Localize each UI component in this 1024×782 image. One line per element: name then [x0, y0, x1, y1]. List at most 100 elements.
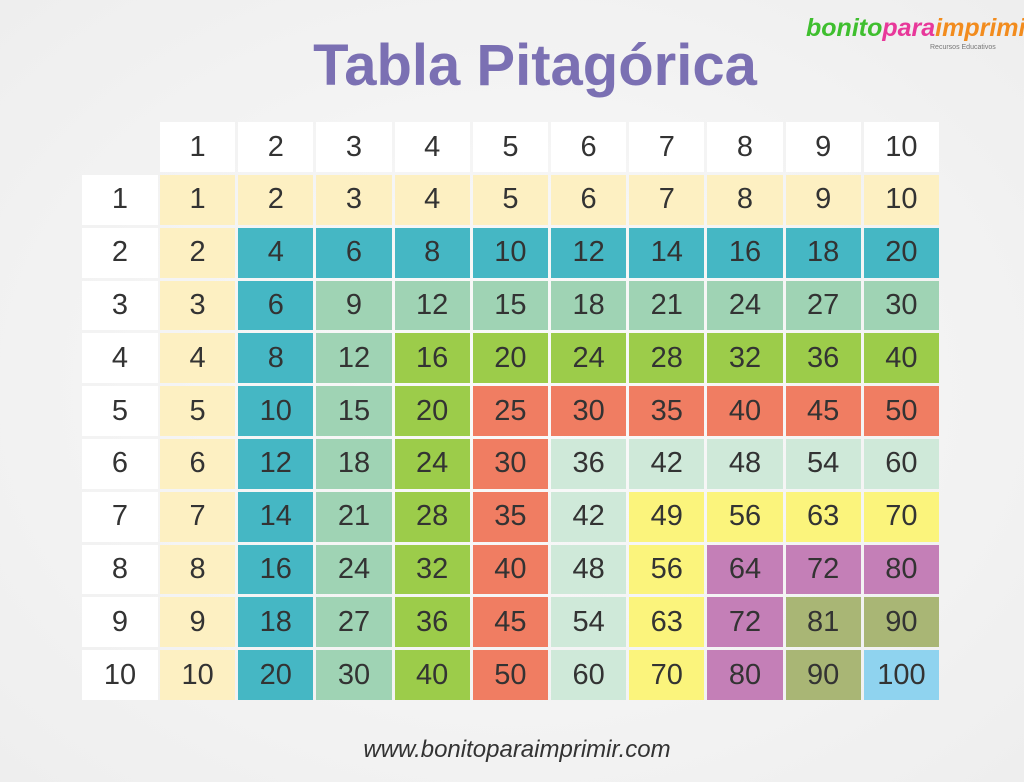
table-cell: 18 — [785, 227, 861, 278]
table-cell: 48 — [707, 439, 783, 489]
table-cell: 10 — [863, 175, 939, 225]
table-cell: 9 — [785, 175, 861, 225]
table-cell: 30 — [472, 439, 548, 489]
table-cell: 4 — [160, 333, 236, 384]
table-cell: 12 — [316, 333, 392, 384]
table-cell: 15 — [316, 386, 392, 436]
table-cell: 27 — [785, 280, 861, 331]
logo-part: bonito — [806, 14, 883, 42]
row-header: 7 — [82, 491, 158, 542]
table-cell: 28 — [629, 333, 705, 384]
table-cell: 6 — [238, 280, 314, 331]
table-cell: 48 — [551, 544, 627, 595]
table-cell: 4 — [238, 227, 314, 278]
table-cell: 18 — [551, 280, 627, 331]
table-cell: 20 — [472, 333, 548, 384]
table-cell: 12 — [394, 280, 470, 331]
title: Tabla Pitagórica — [313, 33, 757, 98]
table-cell: 30 — [551, 386, 627, 436]
table-cell: 54 — [551, 597, 627, 648]
table-cell: 45 — [785, 386, 861, 436]
column-header: 10 — [863, 122, 939, 172]
table-cell: 81 — [785, 597, 861, 648]
table-cell: 6 — [160, 439, 236, 489]
table-cell: 72 — [707, 597, 783, 648]
table-cell: 30 — [316, 650, 392, 700]
table-cell: 7 — [160, 491, 236, 542]
table-cell: 10 — [472, 227, 548, 278]
table-cell: 35 — [472, 491, 548, 542]
table-cell: 80 — [707, 650, 783, 700]
table-cell: 63 — [629, 597, 705, 648]
table-cell: 24 — [551, 333, 627, 384]
logo: bonitoparaimprimir — [806, 14, 1024, 43]
table-cell: 30 — [863, 280, 939, 331]
table-cell: 12 — [238, 439, 314, 489]
table-cell: 3 — [160, 280, 236, 331]
column-header: 2 — [238, 122, 314, 172]
table-cell: 90 — [863, 597, 939, 648]
table-cell: 36 — [785, 333, 861, 384]
table-cell: 8 — [707, 175, 783, 225]
table-cell: 49 — [629, 491, 705, 542]
footer-url: www.bonitoparaimprimir.com — [363, 736, 671, 763]
column-header: 7 — [629, 122, 705, 172]
table-cell: 5 — [160, 386, 236, 436]
table-cell: 10 — [238, 386, 314, 436]
table-cell: 70 — [863, 491, 939, 542]
table-cell: 16 — [707, 227, 783, 278]
table-cell: 2 — [160, 227, 236, 278]
table-cell: 20 — [863, 227, 939, 278]
table-cell: 40 — [707, 386, 783, 436]
table-cell: 36 — [394, 597, 470, 648]
table-cell: 21 — [316, 491, 392, 542]
table-cell: 35 — [629, 386, 705, 436]
table-cell: 16 — [394, 333, 470, 384]
table-cell: 9 — [160, 597, 236, 648]
table-cell: 25 — [472, 386, 548, 436]
table-cell: 28 — [394, 491, 470, 542]
table-cell: 24 — [707, 280, 783, 331]
column-header: 1 — [160, 122, 236, 172]
row-header: 4 — [82, 333, 158, 384]
logo-part: para — [882, 14, 936, 42]
table-cell: 27 — [316, 597, 392, 648]
table-cell: 72 — [785, 544, 861, 595]
row-header: 5 — [82, 386, 158, 436]
table-cell: 56 — [629, 544, 705, 595]
row-header: 6 — [82, 439, 158, 489]
table-cell: 8 — [394, 227, 470, 278]
table-cell: 21 — [629, 280, 705, 331]
table-cell: 7 — [629, 175, 705, 225]
row-header: 9 — [82, 597, 158, 648]
table-cell: 8 — [238, 333, 314, 384]
table-cell: 18 — [316, 439, 392, 489]
table-cell: 20 — [394, 386, 470, 436]
table-cell: 40 — [472, 544, 548, 595]
logo-part: imprimir — [935, 14, 1024, 42]
table-cell: 8 — [160, 544, 236, 595]
table-cell: 14 — [238, 491, 314, 542]
table-cell: 40 — [863, 333, 939, 384]
table-cell: 32 — [707, 333, 783, 384]
row-header: 2 — [82, 227, 158, 278]
table-cell: 3 — [316, 175, 392, 225]
column-header: 4 — [394, 122, 470, 172]
table-cell: 42 — [629, 439, 705, 489]
table-cell: 42 — [551, 491, 627, 542]
table-cell: 10 — [160, 650, 236, 700]
table-cell: 1 — [160, 175, 236, 225]
table-cell: 50 — [863, 386, 939, 436]
table-cell: 36 — [551, 439, 627, 489]
row-header: 10 — [82, 650, 158, 700]
table-cell: 50 — [472, 650, 548, 700]
table-cell: 12 — [551, 227, 627, 278]
table-cell: 24 — [394, 439, 470, 489]
logo-tagline: Recursos Educativos — [930, 44, 996, 51]
table-cell: 14 — [629, 227, 705, 278]
table-cell: 45 — [472, 597, 548, 648]
column-header: 6 — [551, 122, 627, 172]
table-cell: 6 — [316, 227, 392, 278]
table-cell: 100 — [863, 650, 939, 700]
